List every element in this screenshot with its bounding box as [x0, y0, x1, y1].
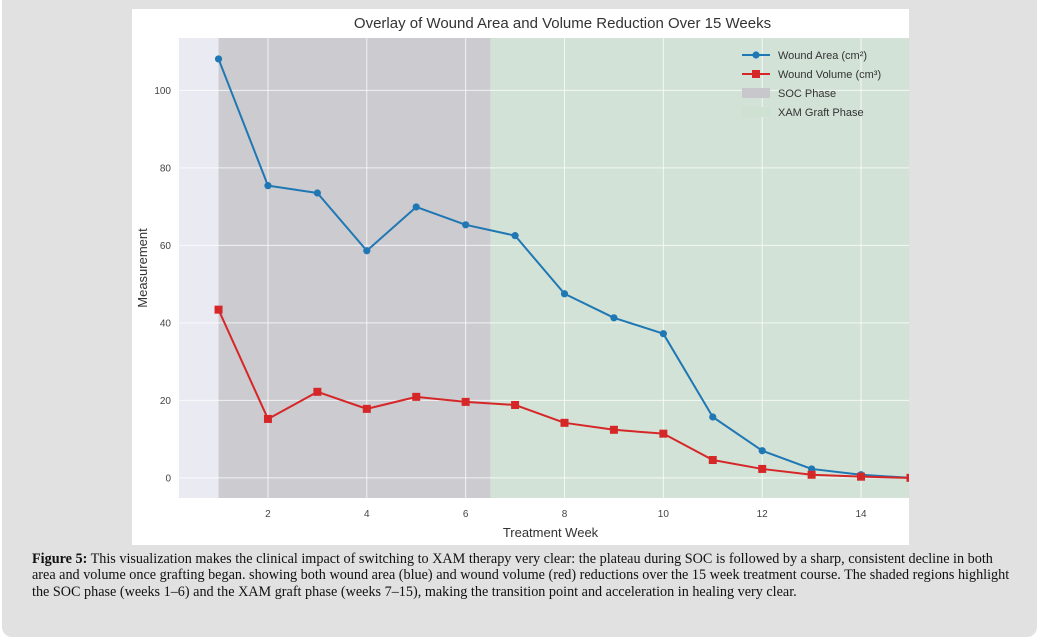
- legend-label: Wound Area (cm²): [778, 50, 867, 62]
- x-tick-label: 6: [463, 509, 469, 520]
- legend-swatch-soc: [742, 88, 770, 98]
- data-point-wound-volume: [807, 470, 816, 479]
- data-point-wound-volume: [906, 473, 909, 482]
- y-tick-label: 20: [160, 396, 172, 407]
- data-point-wound-volume: [313, 387, 322, 396]
- shaded-region-soc: [218, 38, 491, 498]
- chart-title: Overlay of Wound Area and Volume Reducti…: [354, 15, 771, 32]
- legend-marker-square-icon: [752, 70, 760, 78]
- data-point-wound-volume: [412, 392, 421, 401]
- x-tick-label: 2: [265, 509, 271, 520]
- data-point-wound-volume: [362, 404, 371, 413]
- data-point-wound-area: [412, 203, 420, 211]
- data-point-wound-area: [363, 247, 371, 255]
- y-axis-label: Measurement: [135, 228, 150, 308]
- data-point-wound-area: [808, 465, 816, 473]
- data-point-wound-volume: [560, 418, 569, 427]
- data-point-wound-volume: [461, 397, 470, 406]
- x-tick-label: 10: [658, 509, 670, 520]
- caption-text: This visualization makes the clinical im…: [32, 551, 1010, 600]
- figure-caption: Figure 5: This visualization makes the c…: [32, 551, 1014, 600]
- data-point-wound-area: [610, 314, 618, 322]
- y-tick-label: 80: [160, 163, 172, 174]
- legend: Wound Area (cm²) Wound Volume (cm³) SOC Ph…: [742, 50, 881, 119]
- data-point-wound-area: [659, 330, 667, 338]
- legend-label: Wound Volume (cm³): [778, 69, 881, 81]
- data-point-wound-area: [264, 182, 272, 190]
- x-tick-label: 4: [364, 509, 370, 520]
- data-point-wound-volume: [857, 472, 866, 481]
- caption-label: Figure 5:: [32, 551, 88, 567]
- data-point-wound-area: [758, 447, 766, 455]
- y-tick-label: 40: [160, 318, 172, 329]
- data-point-wound-area: [214, 55, 223, 63]
- x-tick-label: 14: [855, 509, 867, 520]
- legend-swatch-xam: [742, 107, 770, 117]
- data-point-wound-area: [560, 290, 569, 298]
- data-point-wound-area: [709, 413, 717, 421]
- data-point-wound-volume: [214, 305, 223, 314]
- data-point-wound-volume: [609, 425, 618, 434]
- data-point-wound-volume: [263, 414, 272, 423]
- line-chart: 2 4 6 8 10 12 14 0 20 40 60 80 100 Overlay of Wound…: [135, 15, 909, 540]
- data-point-wound-volume: [708, 456, 717, 465]
- x-axis-label: Treatment Week: [503, 525, 599, 540]
- y-tick-label: 100: [154, 86, 171, 97]
- x-tick-label: 8: [562, 509, 568, 520]
- y-tick-label: 60: [160, 241, 172, 252]
- figure-image: 2 4 6 8 10 12 14 0 20 40 60 80 100 Overlay of Wound…: [132, 9, 909, 545]
- x-tick-label: 12: [757, 509, 769, 520]
- data-point-wound-area: [511, 232, 519, 240]
- data-point-wound-area: [313, 189, 321, 197]
- data-point-wound-volume: [511, 400, 520, 409]
- data-point-wound-volume: [659, 429, 668, 438]
- data-point-wound-volume: [758, 464, 767, 473]
- y-tick-label: 0: [165, 473, 171, 484]
- legend-marker-circle-icon: [752, 51, 760, 59]
- legend-label: SOC Phase: [778, 88, 836, 100]
- data-point-wound-area: [462, 221, 470, 229]
- legend-label: XAM Graft Phase: [778, 107, 864, 119]
